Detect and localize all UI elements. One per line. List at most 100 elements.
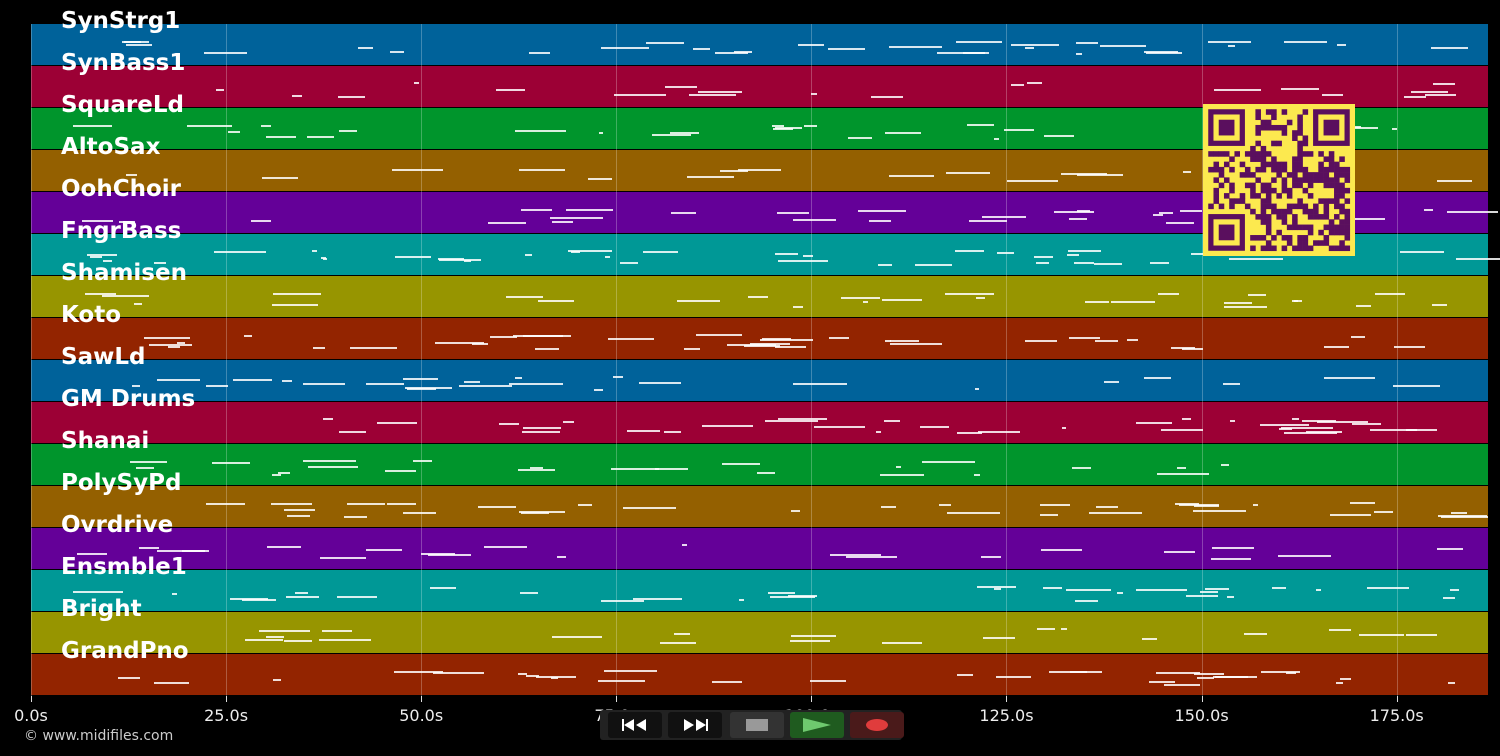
track-label: Bright: [61, 596, 142, 622]
note-mark: [1221, 463, 1230, 466]
note-mark: [538, 299, 574, 302]
fast-forward-icon: [684, 719, 708, 731]
note-mark: [438, 258, 481, 261]
note-mark: [499, 423, 520, 426]
note-mark: [1211, 546, 1255, 549]
note-mark: [888, 46, 943, 49]
grid-line: [421, 24, 423, 696]
note-mark: [552, 221, 574, 224]
note-mark: [483, 546, 528, 549]
note-mark: [266, 635, 284, 638]
note-mark: [349, 347, 397, 350]
note-mark: [1281, 88, 1319, 91]
note-mark: [1163, 551, 1196, 554]
note-mark: [775, 345, 806, 348]
note-mark: [1149, 681, 1175, 684]
note-mark: [983, 636, 1015, 639]
note-mark: [322, 257, 327, 260]
note-mark: [1374, 511, 1393, 514]
note-mark: [338, 130, 357, 133]
note-mark: [777, 417, 827, 420]
note-mark: [552, 635, 602, 638]
note-mark: [1440, 516, 1489, 519]
note-mark: [1271, 586, 1287, 589]
note-mark: [1277, 555, 1331, 558]
note-mark: [550, 217, 604, 220]
note-mark: [889, 174, 935, 177]
note-mark: [778, 259, 828, 262]
tick-mark: [616, 696, 618, 702]
note-mark: [1175, 502, 1199, 505]
note-mark: [566, 209, 614, 211]
note-mark: [884, 420, 900, 423]
stop-button[interactable]: [730, 712, 784, 738]
record-button[interactable]: [850, 712, 904, 738]
note-mark: [154, 262, 166, 265]
note-mark: [414, 81, 420, 84]
note-mark: [993, 138, 1000, 141]
note-mark: [282, 380, 292, 383]
note-mark: [956, 674, 974, 677]
note-mark: [294, 592, 308, 595]
grid-line: [1201, 24, 1203, 696]
note-mark: [695, 334, 743, 336]
track-lane: [31, 444, 1488, 485]
note-mark: [1085, 300, 1109, 303]
note-mark: [1116, 591, 1124, 594]
track-lane: [31, 360, 1488, 401]
note-mark: [1025, 46, 1035, 49]
rewind-button[interactable]: [608, 712, 662, 738]
note-mark: [1208, 41, 1252, 44]
note-mark: [1455, 258, 1500, 261]
note-mark: [793, 305, 804, 308]
note-mark: [1040, 548, 1082, 551]
note-mark: [562, 420, 574, 423]
note-mark: [1160, 429, 1204, 432]
note-mark: [1182, 347, 1203, 350]
note-mark: [651, 134, 691, 137]
note-mark: [1392, 385, 1441, 388]
note-mark: [278, 471, 291, 474]
note-mark: [376, 422, 417, 425]
note-mark: [1447, 681, 1456, 684]
note-mark: [857, 210, 907, 213]
fast-forward-button[interactable]: [668, 712, 722, 738]
track-lane: [31, 318, 1488, 359]
note-mark: [1367, 587, 1409, 589]
note-mark: [118, 220, 135, 223]
note-mark: [1076, 174, 1123, 177]
note-mark: [1186, 595, 1218, 597]
note-mark: [1356, 304, 1372, 307]
note-mark: [968, 220, 1008, 223]
note-mark: [765, 420, 819, 423]
note-mark: [882, 641, 922, 644]
note-mark: [272, 679, 282, 682]
note-mark: [828, 48, 866, 51]
note-mark: [1150, 262, 1169, 265]
note-mark: [478, 506, 516, 509]
note-mark: [306, 135, 335, 138]
note-mark: [338, 430, 367, 433]
note-mark: [975, 387, 980, 390]
note-mark: [1438, 515, 1488, 518]
note-mark: [171, 593, 177, 596]
note-mark: [803, 254, 813, 257]
note-mark: [319, 638, 372, 641]
track-label: SynStrg1: [61, 8, 181, 34]
play-button[interactable]: [790, 712, 844, 738]
track-label: FngrBass: [61, 218, 182, 244]
note-mark: [1127, 338, 1138, 341]
note-mark: [156, 378, 200, 381]
note-mark: [1069, 671, 1088, 674]
note-mark: [1180, 209, 1203, 212]
note-mark: [1071, 466, 1091, 469]
note-mark: [1073, 261, 1095, 264]
note-mark: [432, 672, 485, 675]
note-mark: [1411, 91, 1448, 94]
note-mark: [392, 169, 444, 172]
note-mark: [793, 219, 837, 222]
note-mark: [890, 342, 942, 345]
note-mark: [946, 171, 991, 174]
note-mark: [1065, 588, 1112, 591]
note-mark: [829, 336, 850, 339]
